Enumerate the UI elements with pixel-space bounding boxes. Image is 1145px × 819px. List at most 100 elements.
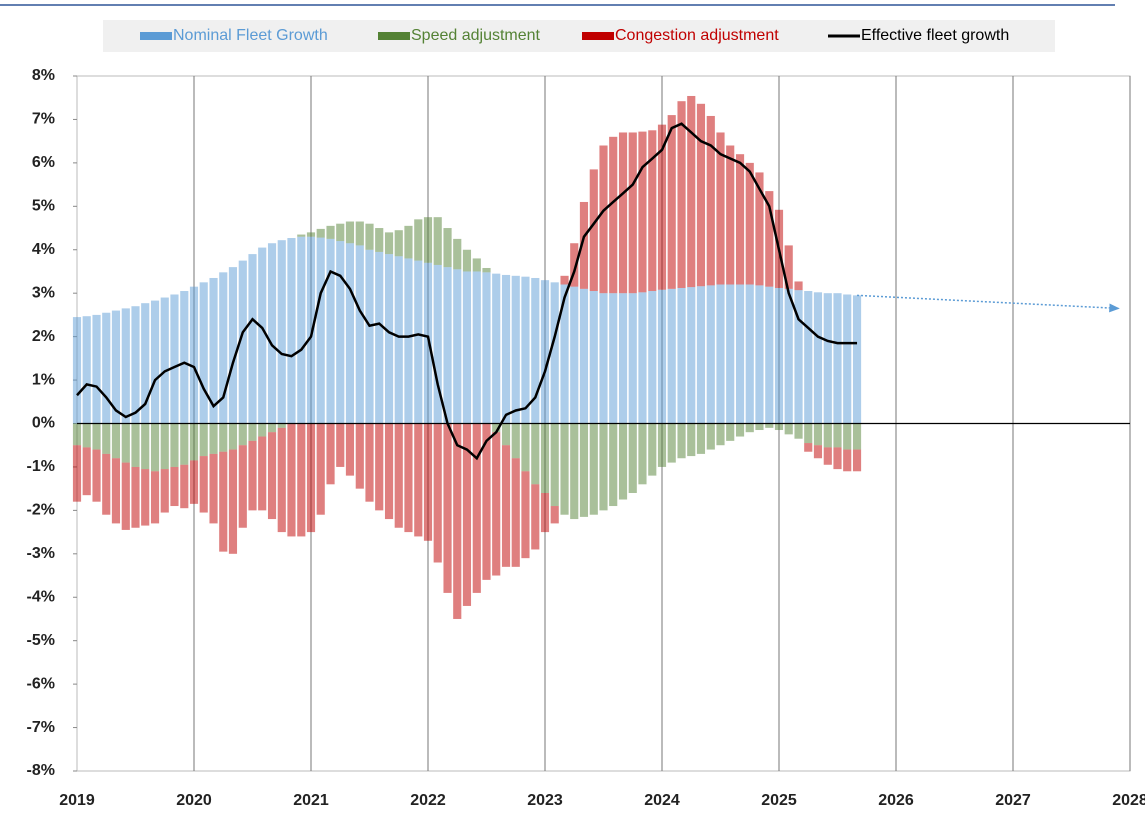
bar-segment [501, 423, 511, 446]
bar-segment [765, 423, 774, 428]
bar-segment [667, 423, 676, 463]
bar-segment [843, 423, 852, 450]
bar-segment [423, 423, 433, 541]
bar-segment [180, 423, 189, 465]
x-tick-label: 2021 [293, 792, 329, 809]
bar-segment [813, 445, 823, 459]
bar-segment [843, 449, 852, 472]
bar-segment [121, 308, 130, 424]
x-tick-label: 2027 [995, 792, 1031, 809]
bar-segment [326, 238, 335, 424]
bar-segment [189, 286, 199, 424]
bar-segment [648, 291, 657, 424]
bar-segment [375, 423, 384, 511]
bar-segment [111, 423, 121, 459]
bar-segment [833, 447, 842, 470]
bar-segment [258, 247, 267, 424]
y-tick-label: 2% [32, 328, 55, 345]
bar-segment [121, 462, 130, 530]
bar-segment [628, 293, 637, 424]
bar-segment [696, 423, 706, 454]
bar-segment [423, 262, 433, 424]
bar-segment [550, 282, 559, 424]
bar-segment [170, 423, 179, 467]
bar-segment [433, 423, 442, 563]
bar-segment [716, 132, 725, 285]
bar-segment [804, 443, 813, 452]
bar-segment [267, 243, 277, 424]
bar-segment [394, 256, 403, 424]
bar-segment [150, 300, 160, 424]
bar-segment [638, 131, 647, 293]
bar-segment [735, 154, 745, 285]
bar-segment [326, 225, 335, 239]
bar-segment [336, 423, 345, 467]
x-tick-label: 2020 [176, 792, 212, 809]
legend-swatch [378, 32, 410, 40]
x-tick-label: 2025 [761, 792, 797, 809]
legend-label: Effective fleet growth [861, 27, 1009, 44]
bar-segment [706, 285, 715, 424]
bar-segment [745, 284, 754, 424]
bar-segment [316, 237, 325, 424]
bar-segment [823, 293, 832, 424]
bar-segment [297, 234, 306, 237]
bar-segment [462, 249, 472, 272]
legend-box [103, 20, 1055, 52]
bar-segment [706, 115, 715, 286]
bar-segment [433, 264, 442, 424]
y-tick-label: 7% [32, 111, 55, 128]
bar-segment [687, 95, 696, 288]
bar-segment [443, 423, 452, 593]
bar-segment [492, 423, 501, 433]
bar-segment [638, 423, 647, 485]
bar-segment [628, 423, 637, 493]
x-tick-label: 2028 [1112, 792, 1145, 809]
bar-segment [599, 145, 608, 294]
bar-segment [560, 284, 569, 424]
bar-segment [160, 423, 169, 470]
bar-segment [804, 291, 813, 424]
bar-segment [823, 447, 832, 465]
bar-segment [589, 423, 598, 515]
bar-segment [141, 469, 150, 526]
bar-segment [570, 423, 579, 520]
bar-segment [833, 293, 842, 424]
bar-segment [852, 449, 862, 472]
y-tick-label: 5% [32, 198, 55, 215]
bar-segment [618, 293, 628, 424]
bar-segment [472, 423, 481, 593]
y-tick-label: -8% [27, 762, 55, 779]
bar-segment [277, 240, 286, 424]
y-tick-label: 4% [32, 241, 55, 258]
bar-segment [199, 282, 208, 424]
projection-line [857, 294, 1120, 313]
bar-segment [189, 423, 199, 461]
bar-segment [852, 295, 862, 424]
bar-segment [677, 101, 686, 288]
bar-segment [765, 191, 774, 287]
bar-segment [209, 277, 218, 424]
bar-segment [267, 432, 277, 520]
bar-segment [540, 280, 550, 424]
bar-segment [453, 238, 462, 270]
bar-segment [209, 453, 218, 524]
bar-segment [755, 285, 764, 424]
bar-segment [228, 449, 238, 554]
y-tick-label: 6% [32, 154, 55, 171]
bar-segment [102, 312, 111, 424]
bar-segment [209, 423, 218, 454]
bar-segment [111, 458, 121, 524]
y-tick-label: 1% [32, 371, 55, 388]
bar-segment [219, 272, 228, 424]
bar-segment [482, 272, 491, 424]
bar-segment [755, 423, 764, 431]
bar-segment [72, 317, 82, 424]
bar-segment [745, 423, 754, 433]
bar-segment [258, 423, 267, 437]
bar-segment [462, 271, 472, 424]
bar-segment [394, 423, 403, 528]
bar-segment [599, 423, 608, 511]
bar-segment [141, 303, 150, 424]
bar-segment [657, 289, 667, 424]
